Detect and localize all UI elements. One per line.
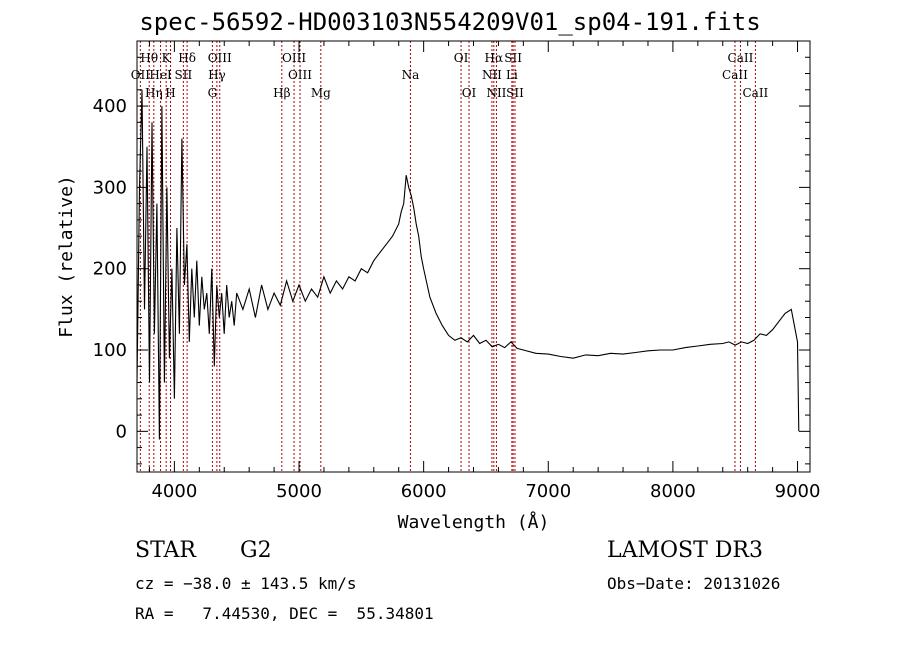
line-label: Hγ bbox=[208, 68, 226, 82]
redshift-velocity: cz = −38.0 ± 143.5 km/s bbox=[135, 574, 357, 593]
line-label: Hδ bbox=[178, 51, 196, 65]
line-label: CaII bbox=[728, 51, 754, 65]
chart-title: spec-56592-HD003103N554209V01_sp04-191.f… bbox=[139, 8, 761, 36]
y-tick-label: 100 bbox=[93, 340, 127, 361]
x-axis-label: Wavelength (Å) bbox=[398, 511, 550, 533]
line-label: OI bbox=[454, 51, 469, 65]
y-axis-label: Flux (relative) bbox=[56, 175, 77, 338]
line-label: NII bbox=[482, 68, 502, 82]
line-label: HeI bbox=[149, 68, 172, 82]
line-label: OI bbox=[462, 86, 477, 100]
line-label: K bbox=[162, 51, 172, 65]
line-label: OII bbox=[131, 68, 151, 82]
line-label: Li bbox=[506, 68, 518, 82]
x-tick-label: 5000 bbox=[276, 481, 322, 502]
line-label: OIII bbox=[288, 68, 312, 82]
line-label: SII bbox=[506, 86, 524, 100]
line-label: Na bbox=[402, 68, 420, 82]
axes: 4000 5000 6000 7000 8000 9000 0 100 200 300 400 Wav… bbox=[56, 40, 821, 533]
line-label: NII bbox=[486, 86, 506, 100]
x-tick-label: 6000 bbox=[401, 481, 447, 502]
line-label: CaII bbox=[722, 68, 748, 82]
spectrum-series bbox=[136, 89, 800, 440]
line-label: Hβ bbox=[273, 86, 290, 100]
ra-dec: RA = 7.44530, DEC = 55.34801 bbox=[135, 604, 434, 623]
object-subclass: G2 bbox=[240, 538, 272, 563]
line-label: OIII bbox=[208, 51, 232, 65]
line-label: H bbox=[165, 86, 175, 100]
y-tick-label: 200 bbox=[93, 259, 127, 280]
line-label: Mg bbox=[311, 86, 331, 100]
x-tick-label: 8000 bbox=[650, 481, 696, 502]
object-class: STAR bbox=[135, 538, 196, 563]
line-label: G bbox=[208, 86, 218, 100]
line-label: SII bbox=[504, 51, 522, 65]
y-tick-label: 300 bbox=[93, 177, 127, 198]
line-label: SII bbox=[175, 68, 193, 82]
plot-frame bbox=[136, 40, 811, 473]
x-tick-label: 7000 bbox=[525, 481, 571, 502]
x-tick-label: 9000 bbox=[775, 481, 821, 502]
line-label: Hθ bbox=[140, 51, 158, 65]
line-label: OIII bbox=[282, 51, 306, 65]
survey-name: LAMOST DR3 bbox=[607, 538, 763, 563]
x-tick-label: 4000 bbox=[151, 481, 197, 502]
line-label: CaII bbox=[742, 86, 768, 100]
y-tick-label: 400 bbox=[93, 96, 127, 117]
line-label: Hα bbox=[485, 51, 504, 65]
observation-date: Obs−Date: 20131026 bbox=[607, 574, 781, 593]
y-tick-label: 0 bbox=[116, 421, 127, 442]
emission-line-markers bbox=[139, 41, 756, 472]
line-label: Hη bbox=[145, 86, 163, 100]
spectrum-line bbox=[136, 89, 800, 440]
